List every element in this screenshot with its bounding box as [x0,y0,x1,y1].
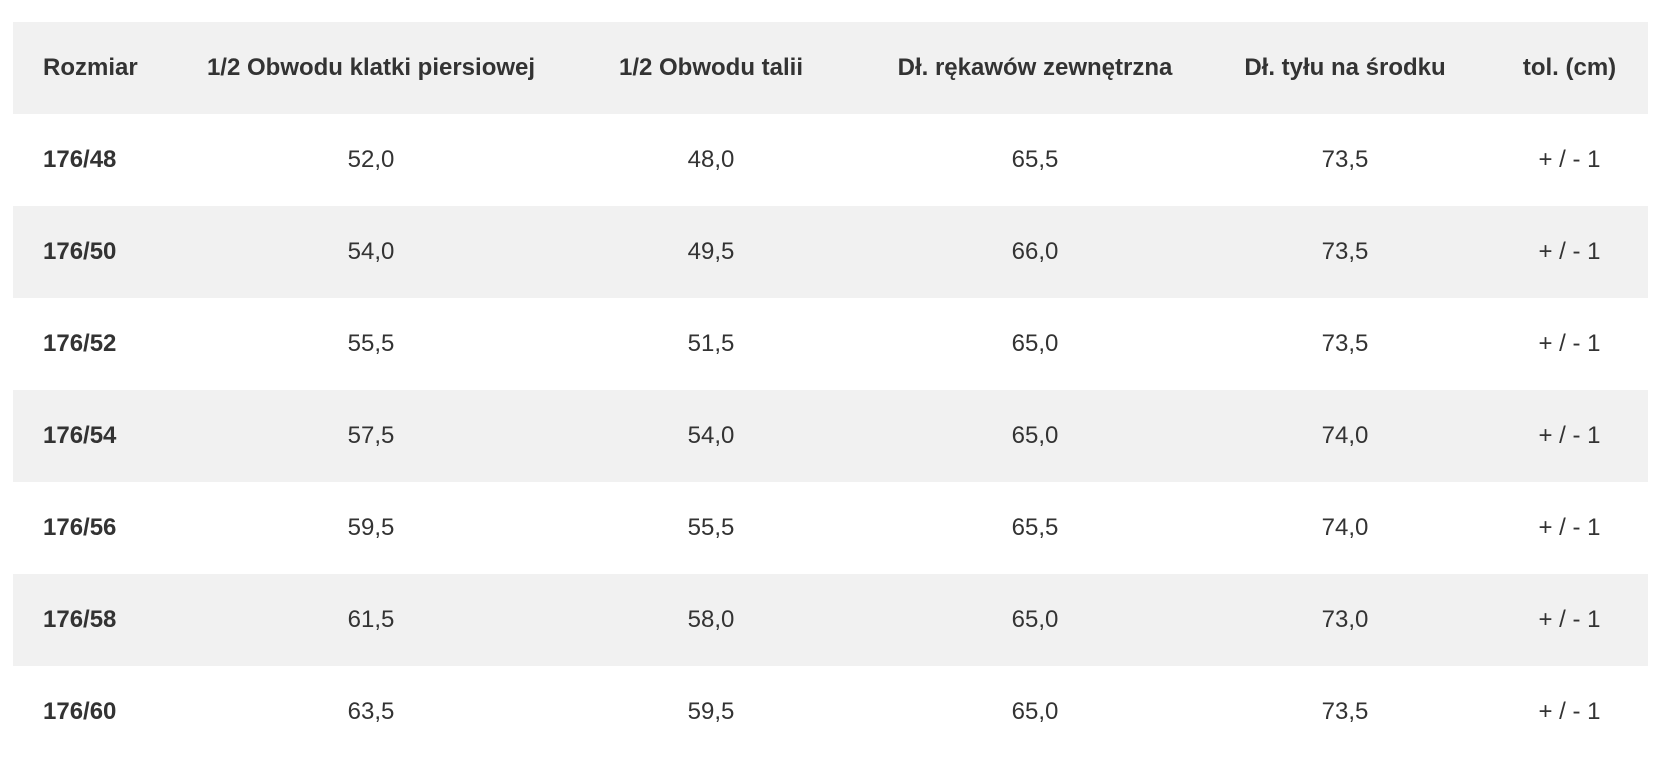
table-row: 176/52 55,5 51,5 65,0 73,5 + / - 1 [13,298,1648,390]
cell-chest: 57,5 [191,390,551,482]
cell-waist: 55,5 [551,482,871,574]
cell-size: 176/58 [13,574,191,666]
cell-tolerance: + / - 1 [1491,574,1648,666]
size-chart: Rozmiar 1/2 Obwodu klatki piersiowej 1/2… [13,22,1648,758]
cell-waist: 59,5 [551,666,871,758]
cell-tolerance: + / - 1 [1491,298,1648,390]
table-row: 176/60 63,5 59,5 65,0 73,5 + / - 1 [13,666,1648,758]
header-waist: 1/2 Obwodu talii [551,22,871,114]
cell-size: 176/48 [13,114,191,206]
cell-back-length: 73,0 [1199,574,1491,666]
cell-back-length: 74,0 [1199,482,1491,574]
cell-size: 176/60 [13,666,191,758]
cell-tolerance: + / - 1 [1491,206,1648,298]
cell-back-length: 73,5 [1199,206,1491,298]
cell-tolerance: + / - 1 [1491,482,1648,574]
header-tolerance: tol. (cm) [1491,22,1648,114]
cell-sleeve: 65,0 [871,666,1199,758]
table-row: 176/48 52,0 48,0 65,5 73,5 + / - 1 [13,114,1648,206]
header-sleeve: Dł. rękawów zewnętrzna [871,22,1199,114]
cell-sleeve: 65,0 [871,390,1199,482]
cell-waist: 49,5 [551,206,871,298]
cell-back-length: 73,5 [1199,114,1491,206]
cell-chest: 55,5 [191,298,551,390]
header-back-length: Dł. tyłu na środku [1199,22,1491,114]
cell-size: 176/52 [13,298,191,390]
cell-waist: 54,0 [551,390,871,482]
cell-back-length: 74,0 [1199,390,1491,482]
cell-back-length: 73,5 [1199,666,1491,758]
cell-back-length: 73,5 [1199,298,1491,390]
cell-size: 176/50 [13,206,191,298]
cell-waist: 51,5 [551,298,871,390]
cell-sleeve: 65,0 [871,574,1199,666]
cell-size: 176/56 [13,482,191,574]
cell-chest: 59,5 [191,482,551,574]
cell-waist: 58,0 [551,574,871,666]
cell-sleeve: 66,0 [871,206,1199,298]
table-row: 176/54 57,5 54,0 65,0 74,0 + / - 1 [13,390,1648,482]
table-row: 176/56 59,5 55,5 65,5 74,0 + / - 1 [13,482,1648,574]
cell-sleeve: 65,5 [871,114,1199,206]
table-row: 176/50 54,0 49,5 66,0 73,5 + / - 1 [13,206,1648,298]
cell-tolerance: + / - 1 [1491,666,1648,758]
cell-waist: 48,0 [551,114,871,206]
header-chest: 1/2 Obwodu klatki piersiowej [191,22,551,114]
cell-tolerance: + / - 1 [1491,114,1648,206]
header-size: Rozmiar [13,22,191,114]
cell-chest: 54,0 [191,206,551,298]
cell-sleeve: 65,0 [871,298,1199,390]
cell-sleeve: 65,5 [871,482,1199,574]
table-row: 176/58 61,5 58,0 65,0 73,0 + / - 1 [13,574,1648,666]
cell-size: 176/54 [13,390,191,482]
size-table: Rozmiar 1/2 Obwodu klatki piersiowej 1/2… [13,22,1648,758]
cell-chest: 52,0 [191,114,551,206]
cell-chest: 63,5 [191,666,551,758]
cell-chest: 61,5 [191,574,551,666]
cell-tolerance: + / - 1 [1491,390,1648,482]
table-header-row: Rozmiar 1/2 Obwodu klatki piersiowej 1/2… [13,22,1648,114]
